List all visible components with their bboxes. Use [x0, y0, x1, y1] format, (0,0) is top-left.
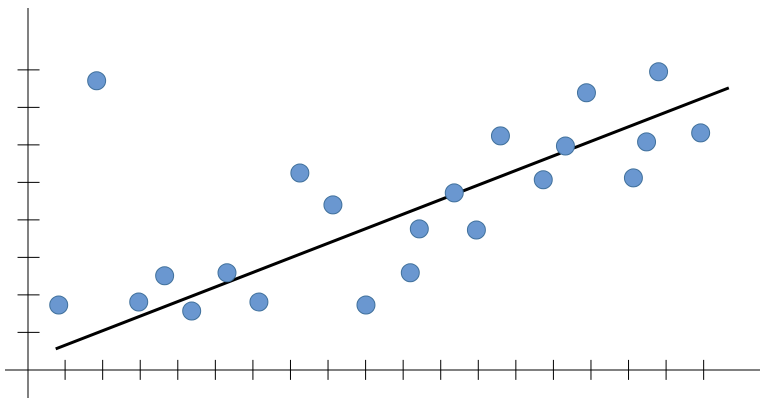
point — [409, 219, 429, 239]
point — [466, 220, 486, 240]
point — [649, 62, 669, 82]
point — [356, 295, 376, 315]
point — [490, 126, 510, 146]
point — [49, 295, 69, 315]
point — [691, 123, 711, 143]
point — [129, 292, 149, 312]
point — [637, 132, 657, 152]
point — [576, 83, 596, 103]
point — [217, 263, 237, 283]
point — [290, 163, 310, 183]
point — [249, 292, 269, 312]
point — [323, 195, 343, 215]
point — [87, 71, 107, 91]
point — [400, 263, 420, 283]
point — [444, 183, 464, 203]
point — [155, 266, 175, 286]
trend-line — [55, 86, 730, 351]
point — [555, 136, 575, 156]
point — [182, 301, 202, 321]
point — [533, 170, 553, 190]
point — [623, 168, 643, 188]
